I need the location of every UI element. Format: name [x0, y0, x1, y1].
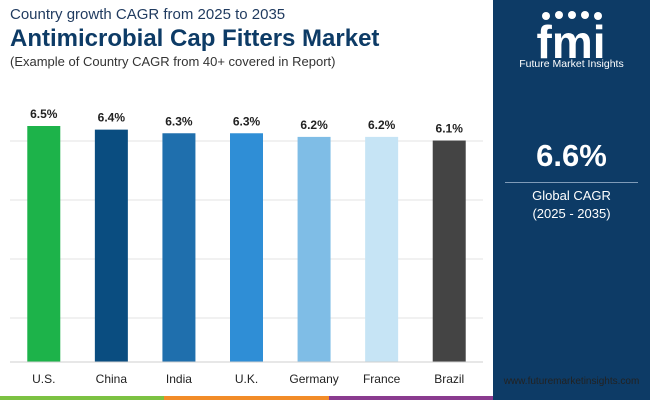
chart-title: Antimicrobial Cap Fitters Market — [10, 25, 380, 52]
global-cagr-label: Global CAGR — [532, 188, 611, 203]
bar-value-label: 6.2% — [300, 118, 328, 132]
brand-tagline: Future Market Insights — [519, 58, 624, 70]
bar-us — [27, 126, 61, 362]
logo-wordmark: fmi — [537, 16, 606, 68]
chart-kicker: Country growth CAGR from 2025 to 2035 — [10, 6, 286, 23]
header: Country growth CAGR from 2025 to 2035 An… — [10, 6, 480, 70]
x-tick-label: France — [363, 372, 401, 386]
bar-value-label: 6.2% — [368, 118, 396, 132]
bar-value-label: 6.1% — [436, 122, 464, 136]
bar-uk — [230, 133, 263, 362]
bottom-color-stripe — [0, 396, 493, 400]
x-tick-label: U.K. — [235, 372, 258, 386]
stripe-segment-purple — [328, 396, 493, 400]
x-tick-label: U.S. — [32, 372, 55, 386]
bar-brazil — [432, 140, 466, 362]
bar-value-label: 6.4% — [98, 111, 126, 125]
bar-india — [162, 133, 196, 362]
bar-value-label: 6.3% — [233, 114, 261, 128]
x-tick-label: China — [96, 372, 128, 386]
website-link[interactable]: www.futuremarketinsights.com — [503, 376, 640, 387]
fmi-logo-icon: fmi — [537, 11, 606, 68]
bar-chart: 6.5% U.S. 6.4% China 6.3% India 6.3% U.K. 6.2% Ge… — [10, 107, 483, 386]
bar-value-label: 6.3% — [165, 114, 193, 128]
chart-subtitle: (Example of Country CAGR from 40+ covere… — [10, 54, 336, 69]
global-cagr-period: (2025 - 2035) — [532, 206, 611, 221]
bar-china — [94, 129, 128, 362]
bar-germany — [297, 136, 331, 362]
stripe-segment-orange — [164, 396, 329, 400]
bar-france — [365, 136, 399, 362]
global-cagr-value: 6.6% — [536, 138, 607, 173]
x-tick-label: India — [166, 372, 192, 386]
bar-value-label: 6.5% — [30, 107, 58, 121]
kpi-divider — [505, 182, 638, 183]
x-tick-label: Germany — [289, 372, 338, 386]
brand-sidebar: fmi Future Market Insights 6.6% Global C… — [493, 0, 650, 400]
x-tick-label: Brazil — [434, 372, 464, 386]
stripe-segment-green — [0, 396, 165, 400]
